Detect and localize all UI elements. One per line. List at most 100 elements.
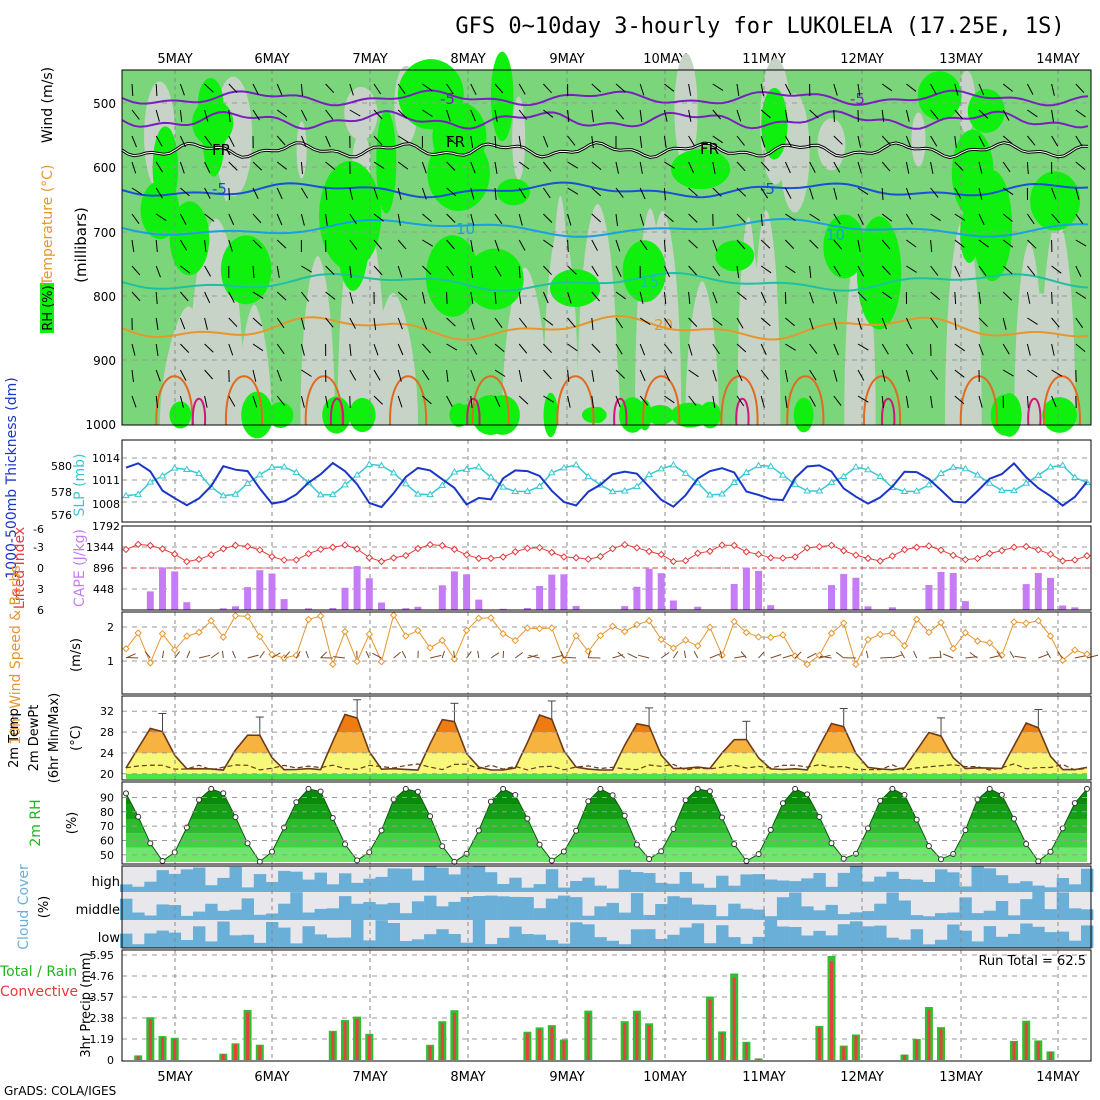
wind-barb: [639, 343, 646, 356]
wind-barb: [567, 291, 572, 304]
cloud-bar: [217, 910, 230, 920]
wind-barb: [1014, 655, 1027, 659]
wind-barb: [587, 650, 591, 659]
wind-barb: [1051, 291, 1053, 305]
wind-barb: [397, 395, 403, 408]
wind-barb: [228, 109, 231, 122]
slp-tick: 1792: [92, 520, 120, 533]
slp-point: [839, 472, 848, 479]
wind-barb: [664, 161, 675, 169]
cape-bar: [1071, 607, 1079, 610]
wind-barb: [954, 239, 965, 248]
cloud-bar: [618, 869, 632, 892]
lifted-index-point: [596, 552, 605, 561]
wind-barb: [736, 83, 740, 96]
wind-barb: [349, 317, 356, 329]
wind-barb: [228, 213, 235, 226]
wind-speed-point: [754, 633, 763, 641]
rh-tick: 90: [100, 791, 114, 804]
cloud-bar: [1081, 925, 1094, 948]
cape-bar: [450, 571, 458, 610]
rh-dry-plume: [300, 256, 335, 425]
slp-point: [328, 490, 337, 498]
pressure-tick: 1000: [85, 418, 116, 432]
cloud-bar: [910, 929, 924, 948]
slp-point: [900, 487, 909, 495]
cloud-bar: [217, 921, 230, 948]
wind-barb: [1051, 395, 1057, 408]
cloud-bar: [703, 887, 717, 892]
wind-barb: [905, 187, 911, 200]
cape-lifted-index-panel: -6 -3 0 3 6 1344 896 448: [33, 523, 1092, 617]
wind-barb: [325, 291, 336, 300]
cloud-bar: [363, 940, 376, 948]
precip-convective-bar: [355, 1018, 359, 1060]
slp-point: [1046, 463, 1055, 470]
rh-point: [317, 788, 324, 795]
cloud-bar: [691, 883, 705, 892]
wind-barb: [301, 369, 312, 377]
wind-speed-point: [925, 628, 933, 637]
wind-barb: [349, 265, 352, 278]
slp-point: [681, 469, 690, 476]
cloud-bar: [570, 881, 583, 892]
wind-barb: [880, 656, 893, 659]
rh-point: [658, 848, 665, 855]
wind-barb: [564, 656, 577, 659]
wind-barb: [906, 83, 917, 92]
wind-barb: [567, 317, 576, 328]
wind-barb: [349, 213, 357, 225]
wind-barb: [543, 343, 553, 354]
rh-point: [293, 799, 300, 806]
wind-barb: [615, 265, 622, 278]
wind-barb: [131, 213, 140, 224]
wind-barb: [372, 652, 382, 659]
wind-barb: [906, 265, 917, 273]
wind-barb: [174, 651, 181, 659]
rh-tick: 60: [100, 834, 114, 847]
rh-point: [1084, 785, 1090, 792]
precip-total-label: Total / Rain: [0, 964, 77, 980]
slp-point: [547, 468, 556, 476]
wind-barb: [809, 239, 819, 249]
rh-point: [682, 797, 689, 804]
wind-barb: [542, 187, 551, 199]
rh2m-unit: (%): [65, 812, 80, 835]
temp-contour-30: [881, 397, 896, 426]
wind-barb: [591, 395, 594, 408]
lifted-index-point: [876, 557, 884, 565]
rh-dry-plume: [674, 53, 698, 167]
rh-moist-blob: [449, 403, 469, 427]
cloud-bar: [399, 941, 413, 948]
lifted-index-point: [389, 554, 398, 562]
cloud-bar: [1056, 931, 1070, 948]
rh-moist-blob: [169, 401, 192, 429]
rh-point: [439, 843, 446, 850]
wind-barb: [736, 317, 744, 329]
cloud-bar: [436, 929, 449, 948]
cloud-bar: [290, 943, 303, 948]
wind-barb: [615, 109, 625, 120]
rh-moist-blob: [496, 178, 531, 206]
date-label: 8MAY: [450, 1070, 485, 1085]
wind-barb: [712, 135, 723, 144]
lifted-index-point: [426, 540, 434, 549]
panel-border: [121, 781, 1092, 865]
cloud-bar: [630, 872, 644, 892]
rh-dry-plume: [368, 293, 419, 425]
wind-barb: [421, 369, 430, 381]
dewpoint-line: [125, 763, 1088, 771]
cloud-bar: [655, 882, 668, 892]
wind-barb: [252, 109, 260, 121]
date-label: 12MAY: [840, 52, 884, 67]
cloud-bar: [120, 898, 133, 920]
lifted-index-point: [961, 555, 970, 564]
cloud-bar: [193, 911, 206, 920]
cloud-bar: [266, 922, 279, 948]
wind-speed-point: [864, 635, 872, 644]
wind-speed-point: [779, 631, 787, 639]
cape-bar: [329, 608, 337, 610]
wind-barb: [1002, 161, 1011, 173]
wind-barb: [712, 317, 723, 326]
wind-barb: [664, 83, 675, 92]
